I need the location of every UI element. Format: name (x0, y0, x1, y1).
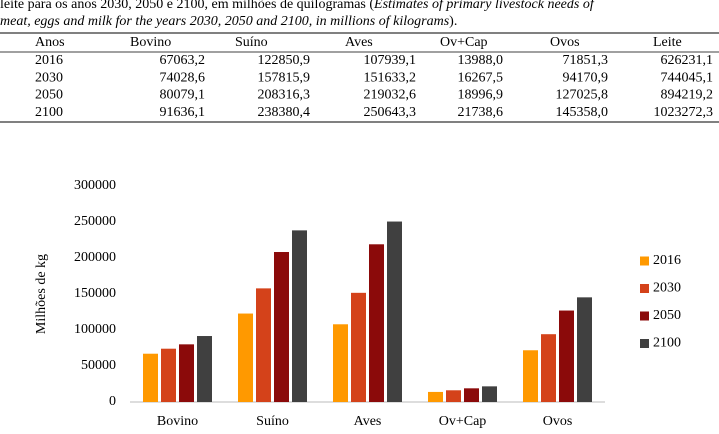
table-cell: 2050 (35, 88, 63, 103)
caption-line: meat, eggs and milk for the years 2030, … (0, 14, 457, 29)
table-header: Anos (35, 35, 65, 50)
bar (179, 344, 194, 402)
bar (446, 390, 461, 402)
legend-label: 2016 (653, 253, 681, 268)
table-cell: 74028,6 (160, 70, 206, 85)
caption-text: Estimates of primary livestock needs of (373, 0, 596, 12)
y-axis-label: Milhões de kg (34, 254, 49, 334)
legend-swatch (640, 311, 649, 321)
table-header: Ovos (550, 35, 580, 50)
table-cell: 2030 (35, 70, 63, 85)
table-cell: 219032,6 (364, 88, 417, 103)
x-tick-label: Aves (354, 414, 382, 429)
legend-label: 2030 (653, 281, 681, 296)
y-tick-label: 0 (109, 394, 116, 409)
table-cell: 94170,9 (563, 70, 609, 85)
bar (387, 221, 402, 402)
table-cell: 21738,6 (458, 105, 504, 120)
x-tick-label: Bovino (157, 414, 198, 429)
legend-label: 2100 (653, 336, 681, 351)
table-header: Bovino (130, 35, 171, 50)
table-cell: 2016 (35, 53, 63, 68)
bar (577, 297, 592, 402)
bar (351, 292, 366, 402)
table-cell: 1023272,3 (654, 105, 714, 120)
bar (143, 353, 158, 402)
table-cell: 16267,5 (458, 70, 504, 85)
table-cell: 250643,3 (364, 105, 417, 120)
y-tick-label: 150000 (74, 286, 116, 301)
caption-text: meat, eggs and milk for the years 2030, … (0, 14, 450, 29)
table-cell: 151633,2 (364, 70, 417, 85)
bar (333, 324, 348, 402)
bar (482, 386, 497, 402)
bar (428, 391, 443, 402)
table-cell: 80079,1 (160, 88, 206, 103)
y-tick-label: 50000 (81, 358, 116, 373)
x-tick-label: Ov+Cap (439, 414, 487, 429)
bar (541, 334, 556, 402)
table-cell: 238380,4 (258, 105, 311, 120)
y-tick-label: 100000 (74, 322, 116, 337)
caption-text: leite para os anos 2030, 2050 e 2100, em… (0, 0, 374, 12)
bar (256, 288, 271, 402)
bar (523, 350, 538, 402)
x-tick-label: Suíno (256, 414, 289, 429)
table-cell: 107939,1 (364, 53, 417, 68)
table-cell: 91636,1 (160, 105, 206, 120)
table-header: Ov+Cap (440, 35, 488, 50)
y-tick-label: 250000 (74, 214, 116, 229)
table-cell: 18996,9 (458, 88, 504, 103)
x-tick-label: Ovos (543, 414, 573, 429)
legend-swatch (640, 256, 649, 266)
bar (238, 313, 253, 402)
bar (292, 230, 307, 402)
bar (559, 310, 574, 402)
legend-swatch (640, 284, 649, 293)
table-cell: 2100 (35, 105, 63, 120)
bar (369, 244, 384, 402)
table-header: Suíno (235, 35, 268, 50)
table-cell: 208316,3 (258, 88, 311, 103)
table-cell: 894219,2 (661, 88, 714, 103)
caption-line: leite para os anos 2030, 2050 e 2100, em… (0, 0, 596, 12)
bar (274, 252, 289, 402)
caption-text: ). (449, 14, 457, 29)
y-tick-label: 200000 (74, 250, 116, 265)
bar (161, 348, 176, 402)
legend-swatch (640, 339, 649, 348)
table-cell: 13988,0 (458, 53, 504, 68)
legend-label: 2050 (653, 308, 681, 323)
table-header: Leite (653, 35, 682, 50)
table-cell: 145358,0 (556, 105, 609, 120)
table-cell: 67063,2 (160, 53, 206, 68)
y-tick-label: 300000 (74, 178, 116, 193)
table-cell: 744045,1 (661, 70, 714, 85)
bar (197, 336, 212, 402)
table-cell: 157815,9 (258, 70, 311, 85)
table-cell: 127025,8 (556, 88, 609, 103)
table-cell: 122850,9 (258, 53, 311, 68)
table-cell: 626231,1 (661, 53, 714, 68)
table-header: Aves (345, 35, 373, 50)
bar (464, 388, 479, 402)
table-cell: 71851,3 (563, 53, 609, 68)
